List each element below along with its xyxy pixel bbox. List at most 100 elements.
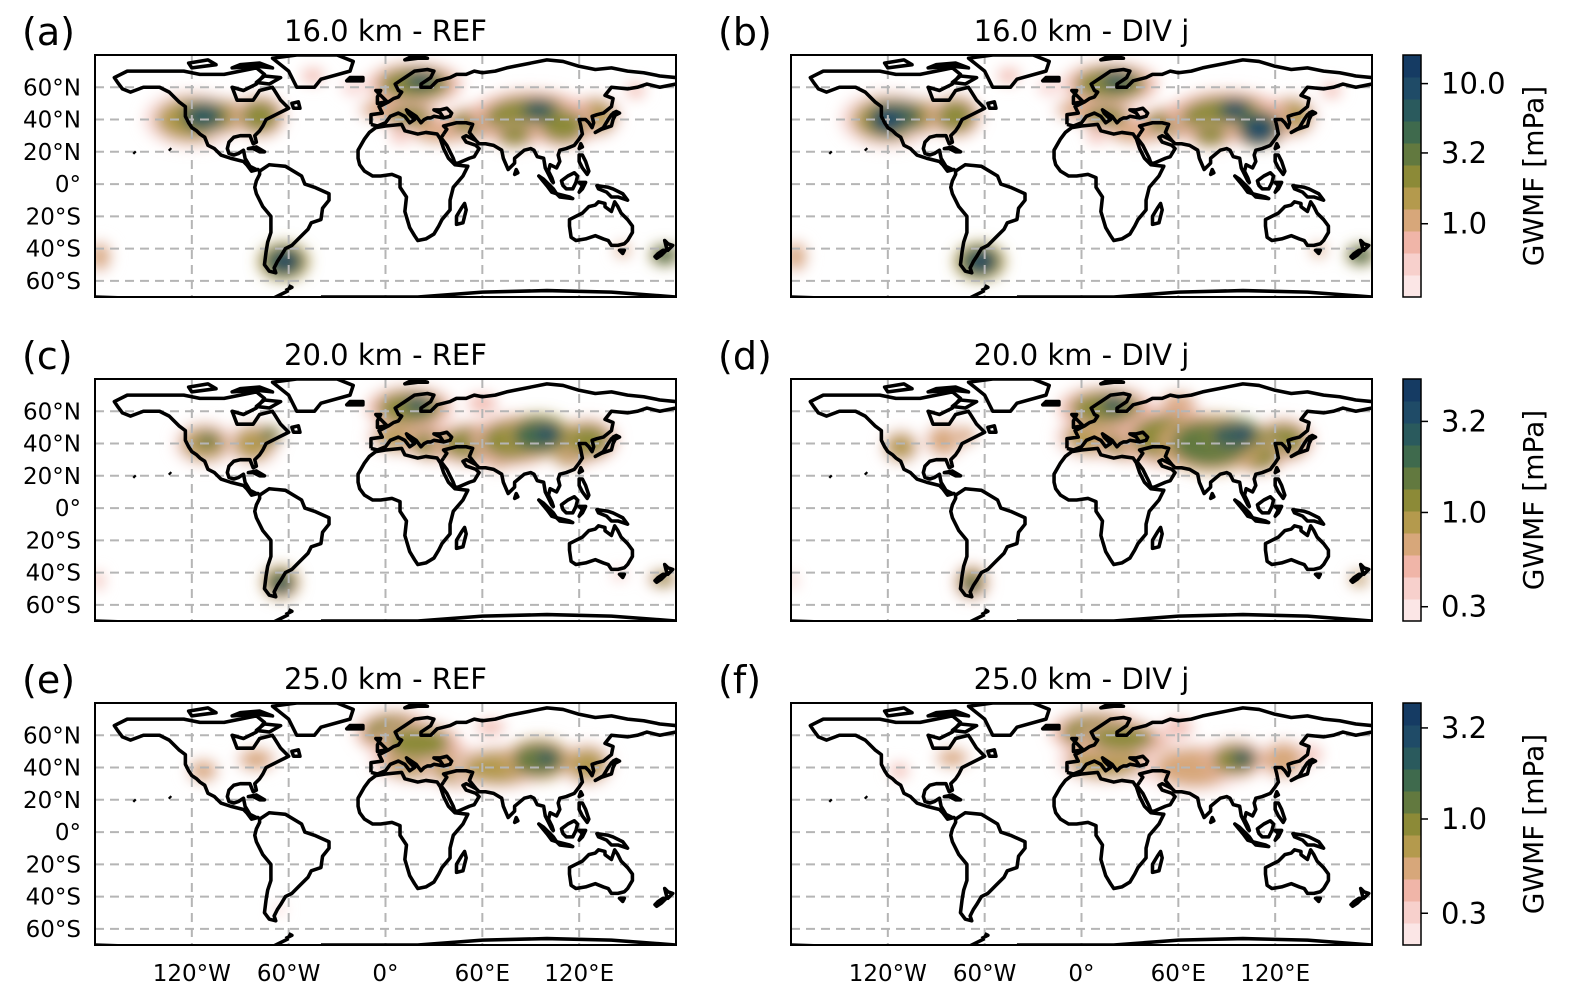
map-frame [94,54,677,298]
colorbar-swatch [1403,511,1421,534]
colorbar-swatch [1403,379,1421,402]
map-content [791,703,1372,945]
colorbar-swatch [1403,99,1421,122]
colorbar-swatch [1403,747,1421,770]
lon-tick-label: 0° [1068,961,1094,987]
colorbar-swatch [1403,725,1421,748]
map-content [95,379,676,621]
lat-tick-label: 20°N [23,464,81,490]
map-frame [790,54,1373,298]
colorbar-tick-label: 0.3 [1441,590,1487,624]
gwmf-contour [1231,749,1255,766]
gwmf-contour [95,572,104,589]
panel-title: 20.0 km - DIV j [974,338,1190,372]
lat-tick-label: 40°S [26,237,81,263]
lat-tick-label: 60°S [26,917,81,943]
map-content [791,55,1372,297]
map-panel-d: (d) 20.0 km - DIV j [718,334,1373,622]
colorbar-swatch [1403,879,1421,902]
gwmf-contour [240,100,279,133]
colorbar-swatch [1403,813,1421,836]
lat-tick-label: 60°N [23,723,81,749]
lat-tick-label: 40°N [23,756,81,782]
colorbar-tick-label: 1.0 [1441,495,1487,529]
colorbar-swatch [1403,187,1421,210]
panel-title: 25.0 km - REF [284,662,487,696]
colorbar-tick-label: 1.0 [1441,802,1487,836]
map-content [791,379,1372,621]
gwmf-contour [522,100,555,120]
colorbar-swatch [1403,143,1421,166]
colorbar-swatch [1403,401,1421,424]
gwmf-contour [1165,719,1192,736]
colorbar-swatch [1403,445,1421,468]
gwmf-field [95,62,676,282]
gwmf-contour [183,103,223,130]
colorbar-swatch [1403,253,1421,276]
colorbar-1: 10.0 3.2 1.0 GWMF [mPa] [1402,54,1550,298]
colorbar-3: 3.2 1.0 0.3 GWMF [mPa] [1402,702,1550,946]
gwmf-contour [498,125,531,146]
map-frame [94,378,677,622]
lon-tick-label: 120°E [544,961,614,987]
lat-tick-label: 20°S [26,852,81,878]
lat-tick-label: 40°N [23,108,81,134]
colorbar-tick-label: 3.2 [1441,136,1487,170]
gwmf-contour [999,69,1019,83]
colorbar-swatch [1403,533,1421,556]
panel-title: 16.0 km - DIV j [974,14,1190,48]
colorbar-swatch [1403,165,1421,188]
gwmf-contour [95,243,110,270]
map-panel-f: (f) 25.0 km - DIV j 120°W 60°W 0° 60°E 120°E [718,658,1373,987]
gwmf-contour [886,433,916,460]
colorbar-swatch [1403,121,1421,144]
colorbar-label: GWMF [mPa] [1517,410,1550,590]
panel-letter: (c) [22,334,73,378]
colorbar-swatch [1403,923,1421,946]
map-panel-a: (a) 16.0 km - REF 60°N 40°N 20°N 0° 20°S 40°S 60… [22,10,677,298]
colorbar-swatch [1403,835,1421,858]
map-frame [790,702,1373,946]
gwmf-contour [196,432,220,449]
lat-tick-label: 40°N [23,432,81,458]
gwmf-contour [404,396,431,413]
panel-letter: (a) [22,10,75,54]
panel-letter: (e) [22,658,75,702]
map-frame [790,378,1373,622]
colorbar-2: 3.2 1.0 0.3 GWMF [mPa] [1402,378,1550,624]
colorbar-label: GWMF [mPa] [1517,86,1550,266]
colorbar-tick-label: 1.0 [1441,207,1487,241]
map-panel-c: (c) 20.0 km - REF 60°N 40°N 20°N 0° 20°S 40°S 60… [22,334,677,622]
lat-tick-label: 0° [55,172,81,198]
colorbar-swatch [1403,791,1421,814]
gwmf-contour [469,395,496,412]
gwmf-contour [937,749,967,766]
lat-tick-label: 60°S [26,269,81,295]
colorbar-swatch [1403,703,1421,726]
gwmf-contour [791,243,806,270]
gwmf-contour [1100,396,1127,413]
map-panel-e: (e) 25.0 km - REF 60°N 40°N 20°N 0° 20°S 40°S 60… [22,658,677,987]
colorbar-swatch [1403,231,1421,254]
gwmf-contour [564,424,610,457]
lat-tick-label: 20°S [26,204,81,230]
gwmf-contour [535,749,559,766]
map-panel-b: (b) 16.0 km - DIV j [718,10,1373,298]
lat-tick-label: 60°S [26,593,81,619]
gwmf-contour [936,100,975,133]
lon-tick-label: 0° [372,961,398,987]
panel-title: 20.0 km - REF [284,338,487,372]
colorbar-swatch [1403,857,1421,880]
lat-tick-label: 20°N [23,788,81,814]
gwmf-contour [928,425,961,455]
gwmf-contour [1194,125,1227,146]
lat-tick-label: 0° [55,820,81,846]
panel-title: 25.0 km - DIV j [974,662,1190,696]
colorbar-swatch [1403,423,1421,446]
lat-tick-label: 20°S [26,528,81,554]
colorbar-swatch [1403,489,1421,512]
lat-tick-label: 0° [55,496,81,522]
gwmf-contour [240,749,273,770]
gwmf-contour [791,574,796,588]
